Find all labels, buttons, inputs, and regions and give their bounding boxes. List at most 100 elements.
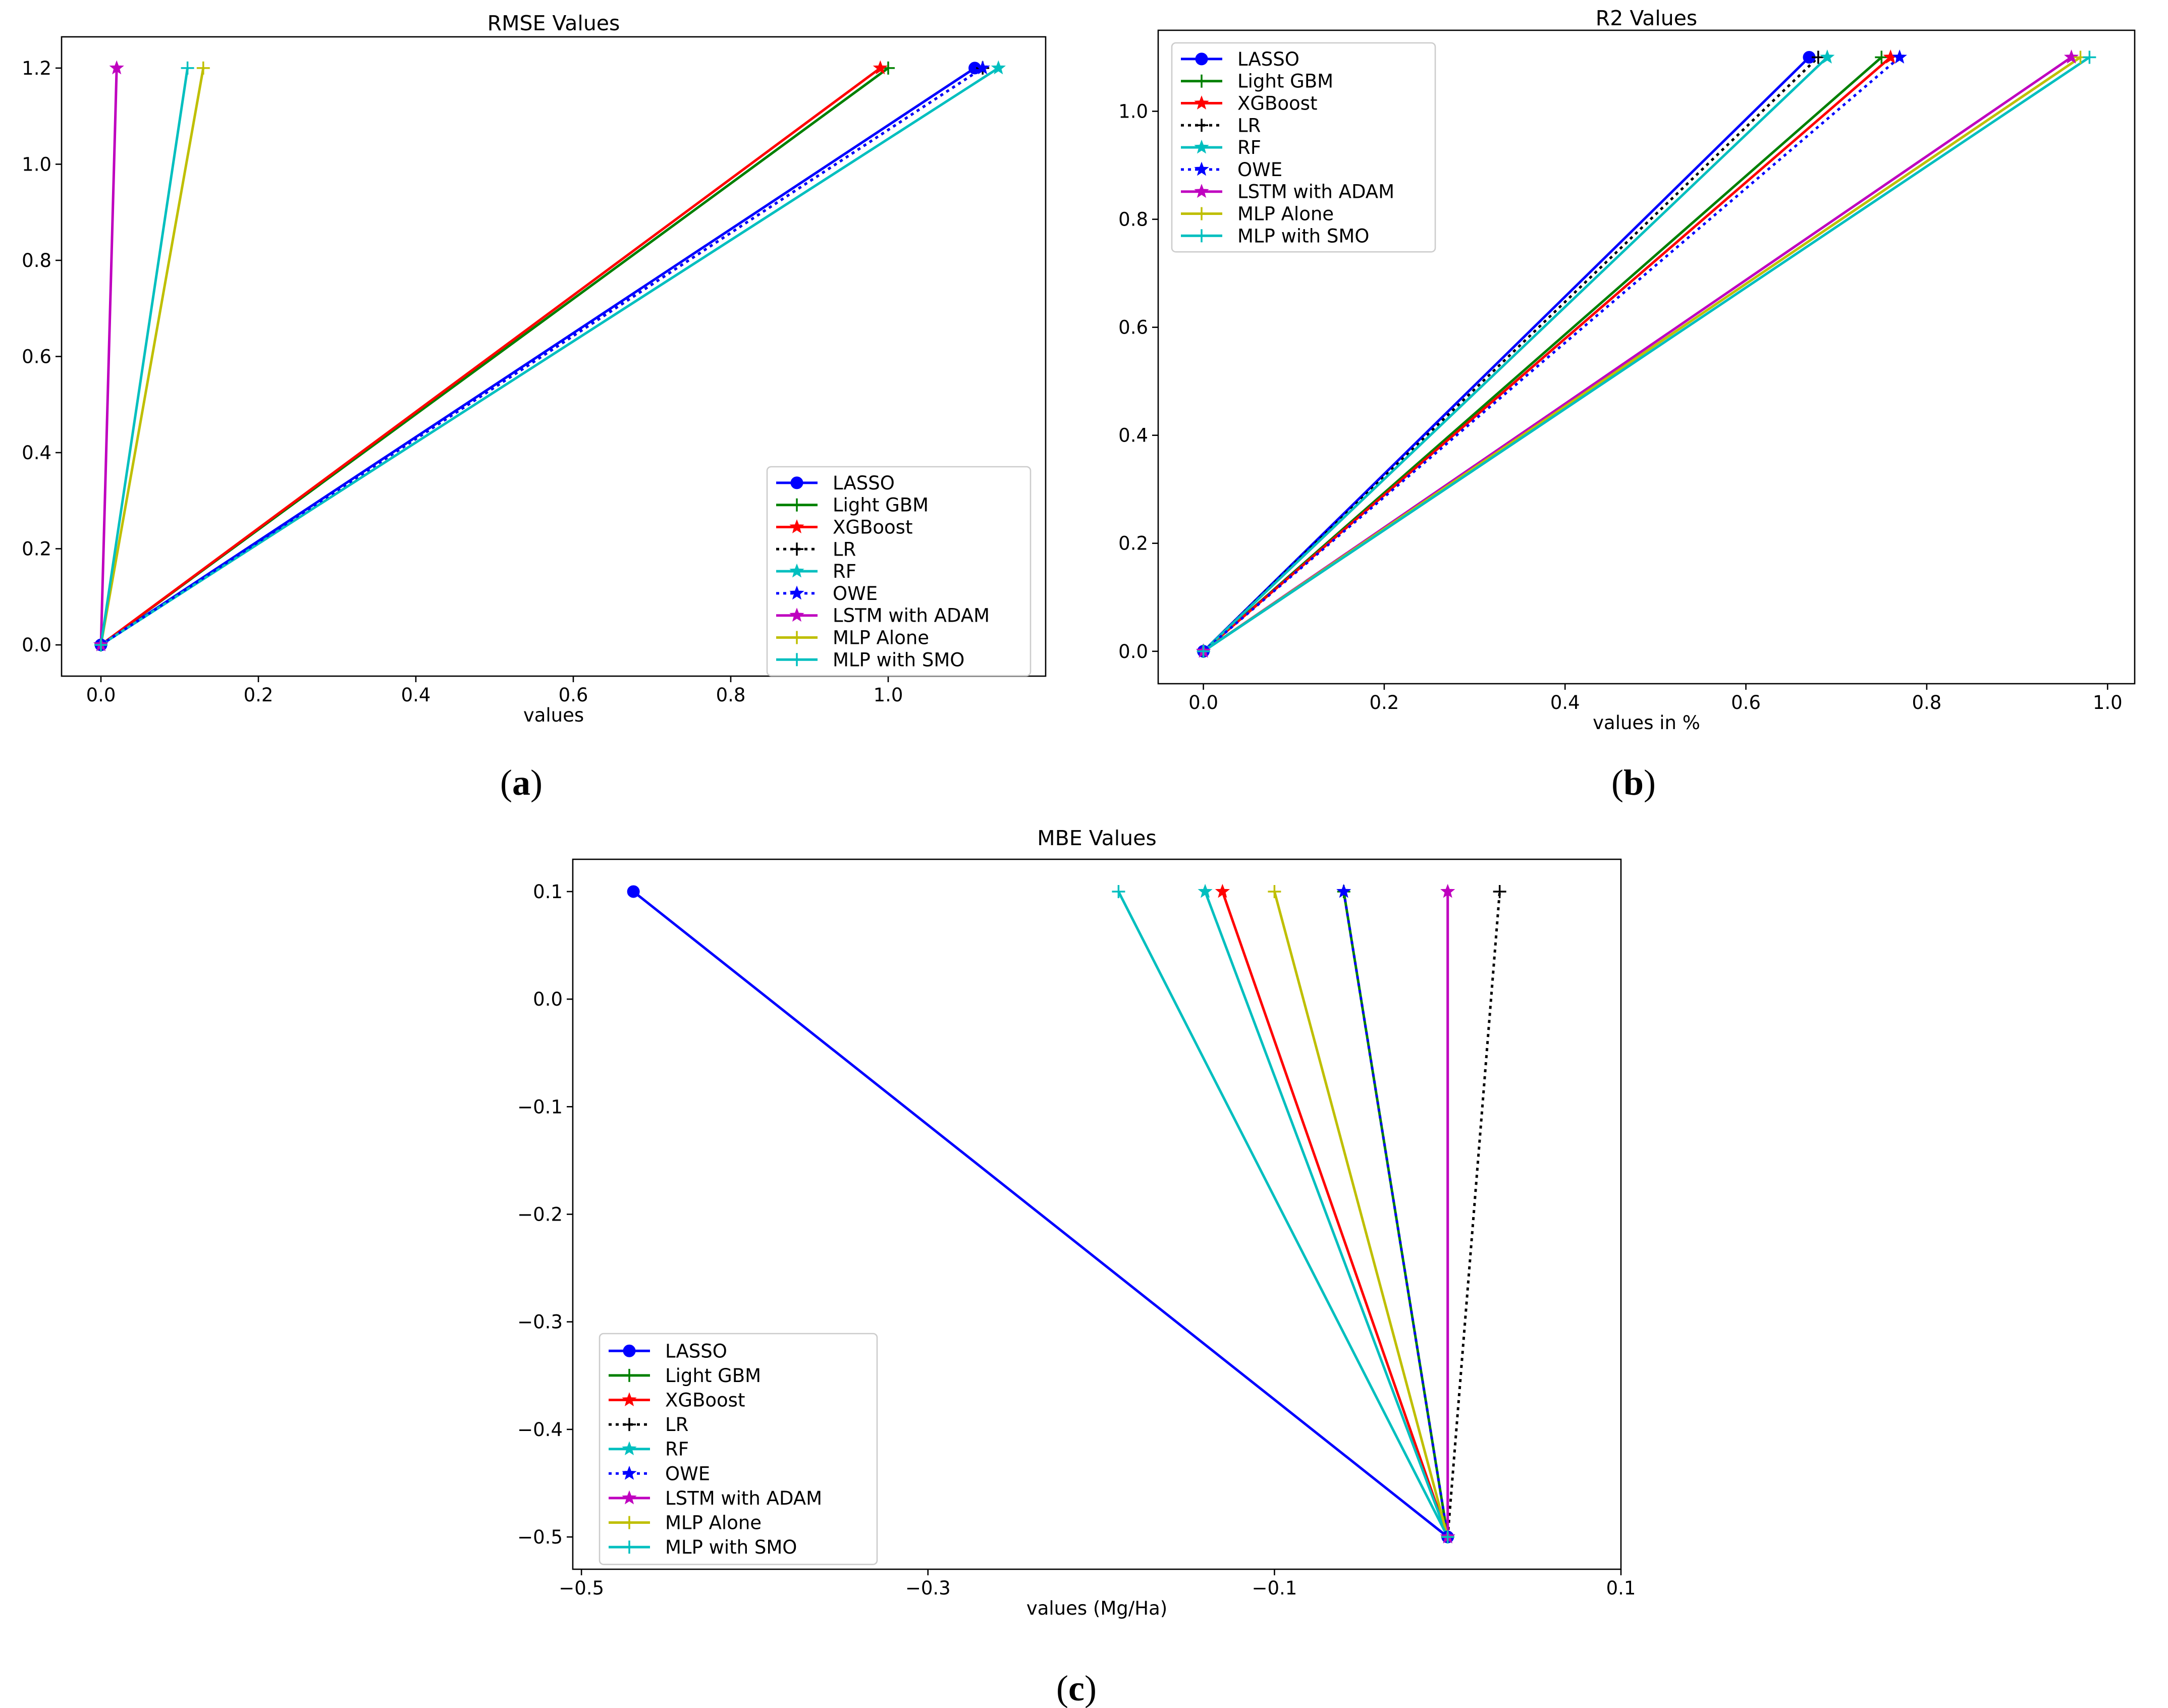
- y-tick-label: −0.3: [517, 1311, 563, 1333]
- legend-marker-rf: [622, 1441, 637, 1456]
- plot-area: [627, 884, 1506, 1544]
- legend-marker-lasso: [623, 1344, 636, 1357]
- series-line-mlp-with-smo: [1117, 891, 1449, 1538]
- x-tick-label: −0.3: [905, 1577, 951, 1599]
- legend-label-owe: OWE: [665, 1463, 710, 1484]
- legend-marker-owe: [1194, 161, 1209, 176]
- y-tick-label: 0.8: [1118, 209, 1148, 231]
- legend-label-lasso: LASSO: [833, 472, 895, 494]
- legend-label-mlp-with-smo: MLP with SMO: [1237, 225, 1369, 247]
- series-line-mlp-with-smo: [99, 68, 189, 645]
- series-line-rf: [1204, 891, 1449, 1537]
- series-marker-mlp-with-smo: [1112, 885, 1125, 898]
- plot-area: [1196, 49, 2096, 658]
- legend-marker-mlp-alone: [623, 1516, 636, 1529]
- series-marker-lstm-with-adam: [109, 60, 124, 75]
- legend-label-light-gbm: Light GBM: [665, 1365, 761, 1387]
- x-tick-label: 0.6: [559, 684, 588, 706]
- x-tick-label: 0.1: [1606, 1577, 1636, 1599]
- series-marker-lstm-with-adam: [1440, 884, 1455, 898]
- legend-label-mlp-alone: MLP Alone: [1237, 203, 1334, 225]
- legend-label-light-gbm: Light GBM: [833, 494, 929, 516]
- x-axis-label: values (Mg/Ha): [1026, 1597, 1167, 1619]
- y-tick-label: 0.0: [22, 634, 51, 656]
- legend-label-xgboost: XGBoost: [665, 1390, 745, 1411]
- x-tick-label: −0.5: [559, 1577, 604, 1599]
- legend-marker-light-gbm: [790, 498, 803, 512]
- legend-marker-lstm-with-adam: [1194, 184, 1209, 198]
- legend-label-owe: OWE: [1237, 159, 1282, 181]
- series-marker-mlp-with-smo: [2083, 50, 2096, 64]
- legend-label-lstm-with-adam: LSTM with ADAM: [1237, 181, 1394, 203]
- chart-title: MBE Values: [1037, 826, 1156, 850]
- series-marker-lstm-with-adam: [2064, 49, 2079, 64]
- plot-area: [93, 60, 1006, 652]
- legend-label-lasso: LASSO: [665, 1340, 727, 1362]
- axes-frame: [1157, 29, 2136, 685]
- x-axis-label: values: [523, 704, 584, 726]
- legend-marker-mlp-with-smo: [1195, 229, 1208, 243]
- legend-label-lstm-with-adam: LSTM with ADAM: [665, 1487, 822, 1509]
- series-line-mlp-with-smo: [1203, 56, 2090, 652]
- x-tick-label: −0.1: [1252, 1577, 1297, 1599]
- series-marker-lr: [1811, 50, 1825, 64]
- legend-marker-lr: [790, 542, 803, 556]
- x-tick-label: 1.0: [2093, 692, 2123, 713]
- x-tick-label: 0.2: [244, 684, 274, 706]
- legend-label-mlp-with-smo: MLP with SMO: [833, 649, 964, 671]
- y-tick-label: 0.8: [22, 250, 51, 271]
- y-tick-label: 0.6: [1118, 317, 1148, 339]
- series-line-lasso: [100, 67, 975, 646]
- x-tick-label: 0.8: [716, 684, 746, 706]
- chart-rmse: RMSE Values 0.0 0.2 0.4 0.6 0.8 1.0 0.0 0.2 0.4 0.…: [22, 11, 1047, 726]
- series-marker-light-gbm: [1875, 50, 1888, 64]
- x-tick-label: 1.0: [874, 684, 903, 706]
- x-axis-label: values in %: [1593, 712, 1700, 734]
- series-marker-xgboost: [1215, 884, 1230, 898]
- series-marker-rf: [991, 60, 1006, 75]
- y-tick-label: 0.6: [22, 346, 51, 368]
- y-tick-label: 0.2: [1118, 533, 1148, 555]
- legend-box: [599, 1333, 878, 1565]
- legend-marker-lasso: [790, 476, 803, 489]
- legend-label-xgboost: XGBoost: [833, 517, 912, 538]
- series-line-xgboost: [1202, 56, 1891, 652]
- series-line-mlp-alone: [1273, 891, 1449, 1537]
- series-line-mlp-alone: [99, 68, 205, 645]
- legend-marker-lasso: [1195, 52, 1208, 66]
- chart-title: RMSE Values: [487, 11, 620, 35]
- series-line-rf: [1202, 56, 1828, 652]
- series-line-xgboost: [100, 67, 881, 646]
- legend-box: [1171, 42, 1436, 253]
- legend-marker-light-gbm: [1195, 74, 1208, 88]
- legend-marker-rf: [1194, 139, 1209, 154]
- legend-label-lstm-with-adam: LSTM with ADAM: [833, 605, 990, 627]
- y-tick-label: −0.5: [517, 1526, 563, 1548]
- series-marker-mlp-with-smo: [181, 61, 194, 75]
- series-line-owe: [100, 67, 984, 646]
- legend-label-mlp-with-smo: MLP with SMO: [665, 1536, 797, 1558]
- chart-mbe: MBE Values −0.5 −0.3 −0.1 0.1 0.1 0.0 −0.1 −0.2 −…: [517, 826, 1636, 1619]
- series-marker-mlp-with-smo: [1197, 644, 1210, 658]
- y-tick-label: −0.2: [517, 1204, 563, 1226]
- legend-marker-rf: [789, 563, 804, 578]
- chart-r2: R2 Values 0.0 0.2 0.4 0.6 0.8 1.0 0.0 0.2 0.4 0.6 0…: [1118, 6, 2136, 734]
- caption-c: (c): [1056, 1668, 1097, 1708]
- y-tick-label: 1.0: [22, 153, 51, 175]
- series-marker-owe: [1336, 884, 1351, 898]
- x-tick-label: 0.4: [1550, 692, 1580, 713]
- legend-marker-xgboost: [622, 1392, 637, 1406]
- series-line-owe: [1342, 891, 1449, 1537]
- series-marker-rf: [1198, 884, 1213, 898]
- y-tick-label: −0.1: [517, 1096, 563, 1118]
- series-marker-xgboost: [873, 60, 888, 75]
- legend-marker-light-gbm: [623, 1368, 636, 1382]
- caption-a: (a): [500, 762, 543, 803]
- y-tick-label: 0.4: [22, 442, 51, 464]
- legend-marker-lstm-with-adam: [789, 608, 804, 622]
- legend-marker-owe: [622, 1465, 637, 1480]
